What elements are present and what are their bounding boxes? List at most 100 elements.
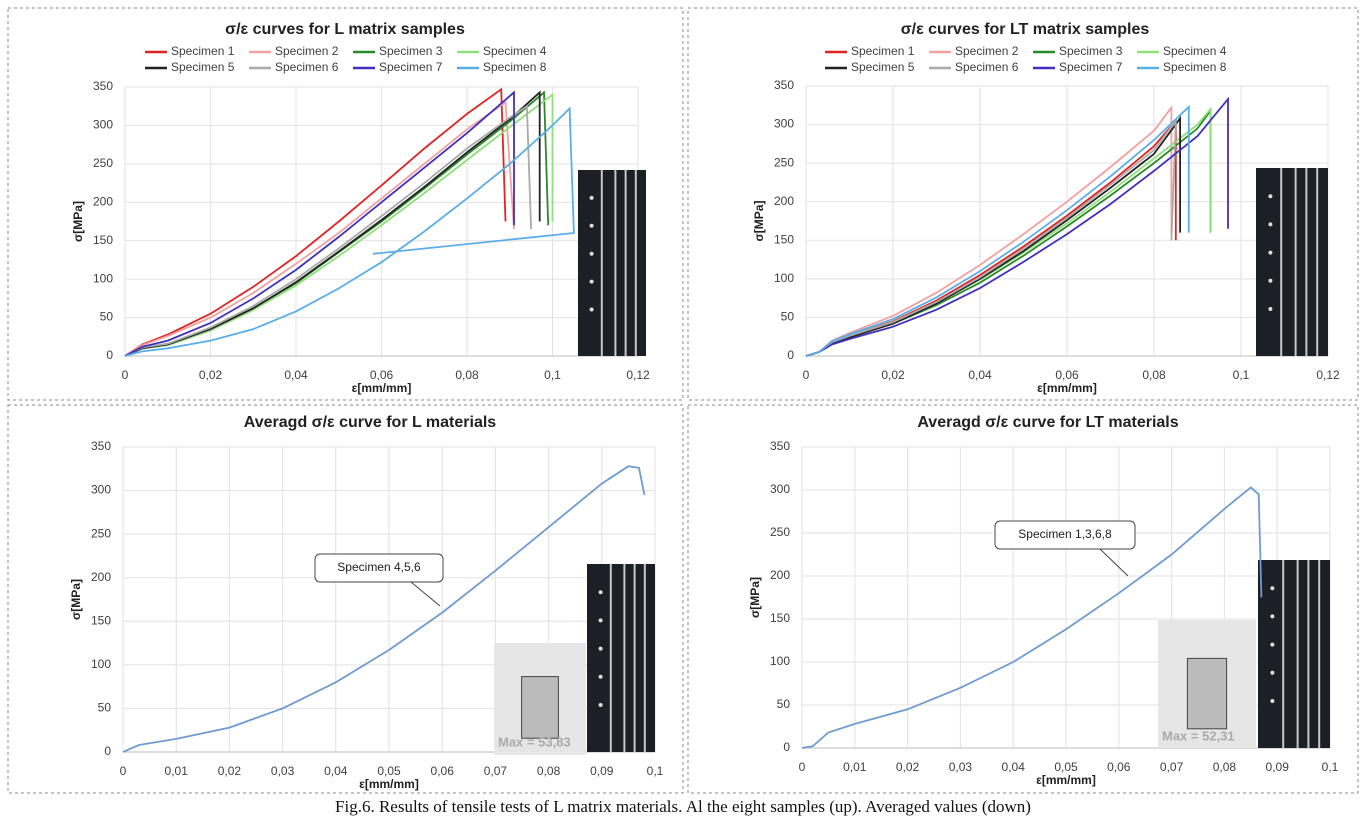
x-tick-label: 0,04 — [968, 368, 992, 382]
y-tick-label: 100 — [93, 271, 113, 285]
y-tick-label: 300 — [774, 117, 794, 131]
inset-frame — [1186, 657, 1228, 730]
chart-title: Averagd σ/ε curve for L materials — [244, 414, 497, 431]
inset-dot — [1270, 642, 1275, 647]
y-tick-label: 150 — [774, 232, 794, 246]
y-axis-label: σ[MPa] — [748, 577, 762, 618]
x-tick-label: 0,02 — [881, 368, 905, 382]
legend-label: Specimen 3 — [1059, 44, 1123, 58]
panel — [687, 404, 1359, 794]
y-tick-label: 200 — [774, 194, 794, 208]
legend-label: Specimen 2 — [955, 44, 1019, 58]
data-line — [124, 87, 507, 357]
callout-text: Specimen 1,3,6,8 — [1018, 527, 1112, 541]
y-axis-label: σ[MPa] — [71, 201, 85, 242]
inset-photo — [587, 564, 655, 752]
y-tick-label: 150 — [93, 233, 113, 247]
chart-title: σ/ε curves for L matrix samples — [225, 21, 465, 38]
legend-label: Specimen 6 — [275, 60, 339, 74]
inset-dot — [589, 223, 594, 228]
x-tick-label: 0,12 — [1316, 368, 1340, 382]
x-axis-label: ε[mm/mm] — [359, 777, 419, 791]
inset-dot — [589, 251, 594, 256]
callout-pointer — [410, 581, 441, 607]
data-line — [124, 90, 541, 357]
inset-dot — [598, 674, 603, 679]
legend-label: Specimen 6 — [955, 60, 1019, 74]
inset-dot — [1268, 278, 1273, 283]
y-axis-label: σ[MPa] — [752, 201, 766, 242]
inset-dot — [598, 590, 603, 595]
panel — [687, 7, 1359, 401]
y-tick-label: 100 — [770, 654, 790, 668]
x-tick-label: 0 — [803, 368, 810, 382]
x-tick-label: 0,08 — [1142, 368, 1166, 382]
x-tick-label: 0 — [799, 760, 806, 774]
callout-pointer — [1099, 548, 1129, 577]
data-line — [124, 104, 532, 357]
inset-label: Max = 52,31 — [1162, 728, 1235, 743]
inset-dot — [598, 646, 603, 651]
chart-title: σ/ε curves for LT matrix samples — [901, 21, 1150, 38]
inset-photo — [578, 170, 646, 356]
inset-photo — [1258, 560, 1330, 748]
x-tick-label: 0,1 — [544, 368, 561, 382]
inset-frame — [521, 676, 559, 739]
x-tick-label: 0,06 — [1055, 368, 1079, 382]
x-tick-label: 0 — [120, 764, 127, 778]
y-axis-label: σ[MPa] — [69, 579, 83, 620]
data-line — [801, 486, 1263, 749]
inset-label: Max = 53,83 — [498, 734, 571, 749]
x-tick-label: 0,06 — [370, 368, 394, 382]
inset-dot — [589, 279, 594, 284]
y-tick-label: 50 — [100, 310, 114, 324]
y-tick-label: 0 — [104, 744, 111, 758]
panel — [7, 404, 684, 794]
inset-dot — [1270, 586, 1275, 591]
inset-dot — [598, 618, 603, 623]
x-axis-label: ε[mm/mm] — [1037, 381, 1097, 395]
x-tick-label: 0,02 — [896, 760, 920, 774]
inset-dot — [1270, 699, 1275, 703]
y-tick-label: 250 — [774, 155, 794, 169]
x-tick-label: 0,08 — [537, 764, 561, 778]
legend-label: Specimen 5 — [851, 60, 915, 74]
y-tick-label: 300 — [91, 483, 111, 497]
x-tick-label: 0,08 — [455, 368, 479, 382]
x-axis-label: ε[mm/mm] — [352, 381, 412, 395]
callout-box — [314, 553, 444, 583]
x-tick-label: 0,04 — [324, 764, 348, 778]
y-tick-label: 0 — [787, 348, 794, 362]
x-tick-label: 0,05 — [1054, 760, 1078, 774]
x-tick-label: 0,04 — [284, 368, 308, 382]
y-tick-label: 100 — [774, 271, 794, 285]
inset-dot — [1270, 670, 1275, 675]
y-tick-label: 150 — [91, 613, 111, 627]
x-tick-label: 0,07 — [484, 764, 508, 778]
x-tick-label: 0,03 — [949, 760, 973, 774]
inset-photo — [1256, 168, 1328, 356]
x-tick-label: 0,1 — [647, 764, 664, 778]
data-line — [805, 104, 1173, 357]
data-line — [124, 100, 515, 357]
y-tick-label: 150 — [770, 611, 790, 625]
y-tick-label: 250 — [770, 525, 790, 539]
inset-dot — [589, 307, 594, 312]
x-tick-label: 0,1 — [1322, 760, 1339, 774]
y-tick-label: 350 — [774, 78, 794, 92]
legend-label: Specimen 8 — [483, 60, 547, 74]
legend-label: Specimen 2 — [275, 44, 339, 58]
data-line — [805, 117, 1177, 357]
legend-label: Specimen 5 — [171, 60, 235, 74]
x-tick-label: 0,07 — [1160, 760, 1184, 774]
y-tick-label: 350 — [91, 439, 111, 453]
y-tick-label: 200 — [91, 570, 111, 584]
data-line — [805, 118, 1177, 357]
data-line — [805, 107, 1212, 357]
y-tick-label: 100 — [91, 657, 111, 671]
data-line — [805, 104, 1190, 357]
y-tick-label: 50 — [777, 697, 791, 711]
y-tick-label: 300 — [93, 118, 113, 132]
